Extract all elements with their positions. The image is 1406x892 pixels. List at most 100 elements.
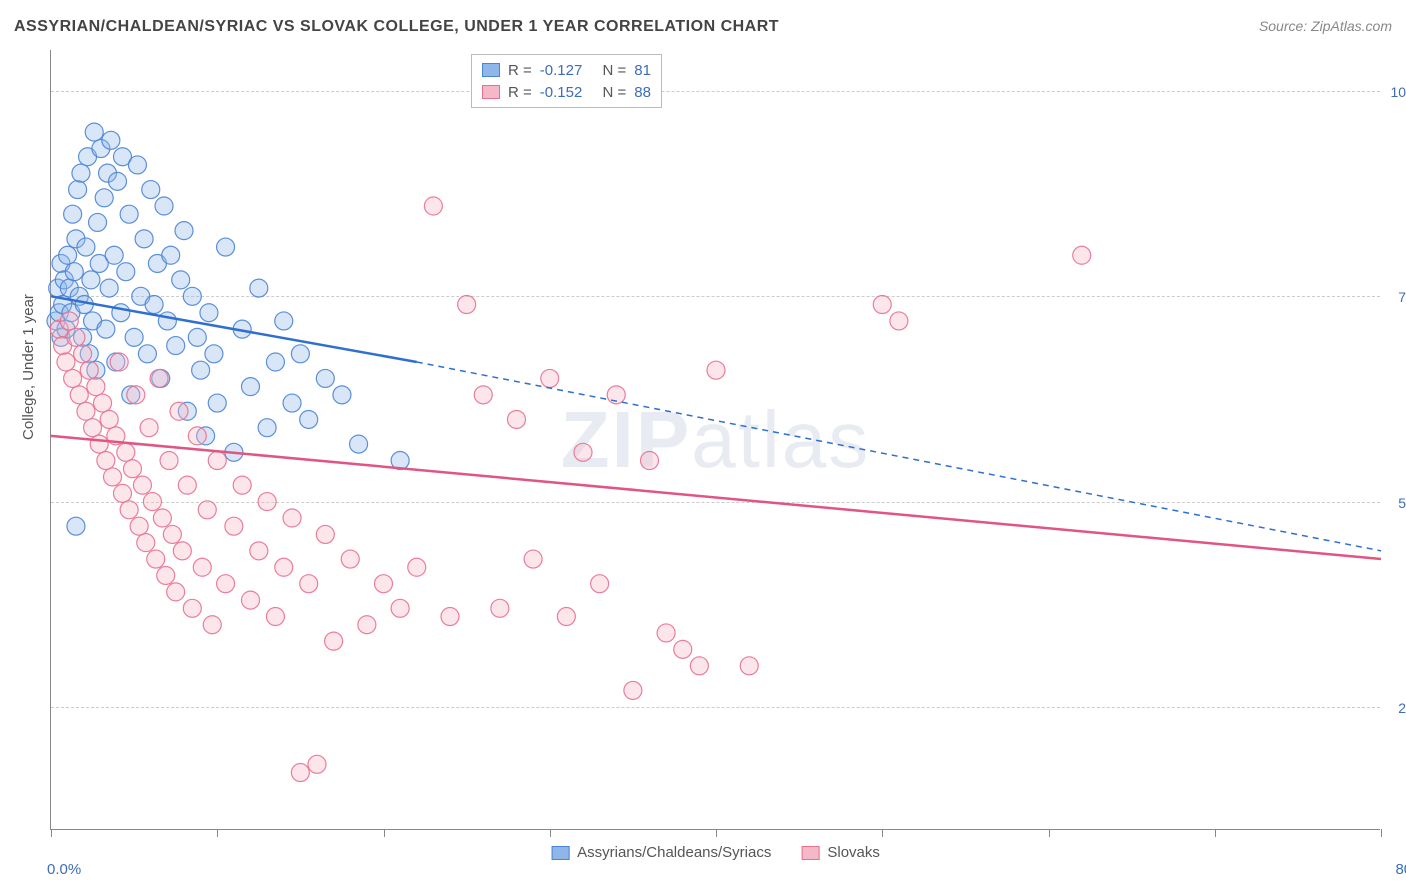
data-point: [70, 386, 88, 404]
legend-stats-box: R = -0.127 N = 81 R = -0.152 N = 88: [471, 54, 662, 108]
bottom-legend: Assyrians/Chaldeans/Syriacs Slovaks: [551, 844, 880, 861]
data-point: [143, 493, 161, 511]
data-point: [250, 279, 268, 297]
data-point: [147, 550, 165, 568]
data-point: [188, 427, 206, 445]
data-point: [133, 476, 151, 494]
data-point: [125, 328, 143, 346]
data-point: [183, 287, 201, 305]
data-point: [158, 312, 176, 330]
data-point: [162, 246, 180, 264]
data-point: [142, 181, 160, 199]
data-point: [242, 591, 260, 609]
data-point: [225, 517, 243, 535]
data-point: [574, 443, 592, 461]
data-point: [153, 509, 171, 527]
data-point: [208, 394, 226, 412]
data-point: [183, 599, 201, 617]
data-point: [873, 296, 891, 314]
data-point: [140, 419, 158, 437]
data-point: [1073, 246, 1091, 264]
data-point: [188, 328, 206, 346]
data-point: [120, 205, 138, 223]
data-point: [87, 378, 105, 396]
legend-swatch-1: [482, 63, 500, 77]
data-point: [102, 131, 120, 149]
data-point: [175, 222, 193, 240]
data-point: [424, 197, 442, 215]
data-point: [233, 476, 251, 494]
data-point: [524, 550, 542, 568]
data-point: [208, 452, 226, 470]
data-point: [104, 468, 122, 486]
data-point: [110, 353, 128, 371]
data-point: [123, 460, 141, 478]
bottom-legend-item-1: Assyrians/Chaldeans/Syriacs: [551, 844, 771, 861]
data-point: [157, 566, 175, 584]
data-point: [200, 304, 218, 322]
data-point: [350, 435, 368, 453]
data-point: [707, 361, 725, 379]
data-point: [275, 558, 293, 576]
data-point: [85, 123, 103, 141]
data-point: [64, 369, 82, 387]
data-point: [105, 246, 123, 264]
trend-line-extrapolated: [417, 362, 1381, 551]
data-point: [155, 197, 173, 215]
data-point: [333, 386, 351, 404]
data-point: [641, 452, 659, 470]
data-point: [192, 361, 210, 379]
data-point: [242, 378, 260, 396]
data-point: [97, 320, 115, 338]
data-point: [491, 599, 509, 617]
data-point: [275, 312, 293, 330]
data-point: [77, 402, 95, 420]
data-point: [77, 238, 95, 256]
data-point: [109, 172, 127, 190]
data-point: [557, 608, 575, 626]
data-point: [316, 369, 334, 387]
data-point: [375, 575, 393, 593]
data-point: [291, 764, 309, 782]
data-point: [94, 394, 112, 412]
data-point: [266, 608, 284, 626]
data-point: [100, 410, 118, 428]
bottom-legend-swatch-1: [551, 846, 569, 860]
bottom-legend-label-1: Assyrians/Chaldeans/Syriacs: [577, 844, 771, 861]
legend-row-series-1: R = -0.127 N = 81: [482, 59, 651, 81]
data-point: [138, 345, 156, 363]
data-point: [74, 345, 92, 363]
data-point: [60, 312, 78, 330]
data-point: [67, 328, 85, 346]
data-point: [130, 517, 148, 535]
data-point: [690, 657, 708, 675]
data-point: [172, 271, 190, 289]
data-point: [137, 534, 155, 552]
data-point: [591, 575, 609, 593]
data-point: [657, 624, 675, 642]
data-point: [100, 279, 118, 297]
data-point: [170, 402, 188, 420]
data-point: [117, 263, 135, 281]
data-point: [97, 452, 115, 470]
bottom-legend-label-2: Slovaks: [827, 844, 880, 861]
data-point: [408, 558, 426, 576]
data-point: [441, 608, 459, 626]
data-point: [391, 599, 409, 617]
data-point: [167, 337, 185, 355]
data-point: [135, 230, 153, 248]
data-point: [740, 657, 758, 675]
data-point: [291, 345, 309, 363]
chart-svg: [51, 50, 1380, 829]
data-point: [217, 575, 235, 593]
data-point: [358, 616, 376, 634]
data-point: [308, 755, 326, 773]
data-point: [341, 550, 359, 568]
data-point: [173, 542, 191, 560]
data-point: [508, 410, 526, 428]
data-point: [95, 189, 113, 207]
trend-line: [51, 436, 1381, 559]
source-attribution: Source: ZipAtlas.com: [1259, 18, 1392, 34]
data-point: [163, 525, 181, 543]
data-point: [117, 443, 135, 461]
